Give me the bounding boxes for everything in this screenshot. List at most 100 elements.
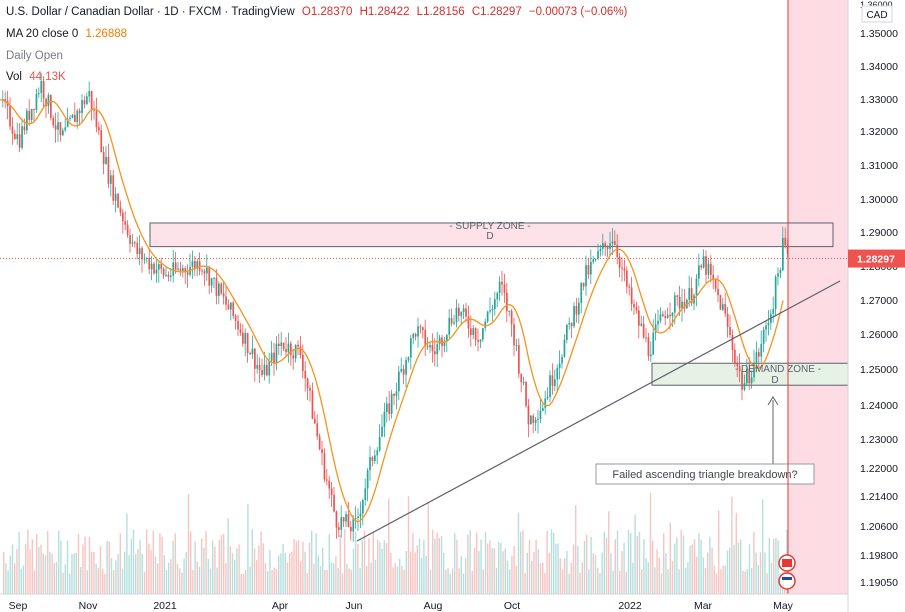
symbol-title[interactable]: U.S. Dollar / Canadian Dollar · 1D · FXC…: [6, 6, 295, 18]
ma20-line: [0, 98, 784, 523]
supply-zone-label: - SUPPLY ZONE -: [449, 221, 530, 232]
volume-bar: [440, 536, 443, 594]
volume-bar: [330, 562, 333, 594]
volume-bar: [575, 505, 577, 594]
volume-bar: [669, 523, 671, 594]
candle-body: [311, 390, 314, 419]
candle-body: [671, 312, 674, 317]
volume-bar: [154, 556, 157, 594]
volume-bar: [691, 544, 693, 594]
candle-body: [525, 382, 527, 406]
candle-body: [239, 329, 242, 333]
ma-row[interactable]: MA 20 close 0 1.26888: [6, 28, 131, 40]
candle-body: [266, 364, 268, 376]
candle-body: [460, 312, 463, 316]
volume-bar: [33, 570, 36, 594]
volume-bar: [185, 551, 187, 594]
volume-bar: [623, 542, 625, 594]
demand-zone-tf: D: [771, 375, 778, 386]
candle-body: [707, 263, 710, 275]
price-tick: 1.30000: [860, 194, 898, 206]
volume-bar: [49, 551, 51, 594]
candle-body: [518, 345, 520, 374]
volume-bar: [718, 510, 720, 594]
volume-bar: [315, 533, 317, 594]
candle-body: [220, 283, 223, 294]
candle-body: [237, 320, 239, 330]
volume-bar: [641, 569, 643, 594]
candle-body: [196, 261, 199, 269]
candle-body: [335, 511, 338, 528]
candle-body: [462, 308, 465, 312]
candle-body: [388, 403, 391, 414]
volume-bar: [687, 562, 689, 594]
volume-bar: [359, 568, 361, 594]
candle-body: [662, 314, 664, 317]
candle-body: [688, 288, 691, 300]
volume-bar: [498, 542, 500, 594]
candle-body: [350, 526, 352, 532]
volume-bar: [678, 569, 680, 594]
candle-body: [74, 114, 76, 123]
volume-bar: [64, 564, 66, 594]
candle-body: [489, 310, 491, 312]
volume-bar: [643, 539, 645, 594]
candle-body: [647, 337, 650, 357]
volume-bar: [207, 558, 209, 594]
candle-body: [86, 96, 88, 105]
symbol-row: U.S. Dollar / Canadian Dollar · 1D · FXC…: [6, 6, 631, 18]
volume-bar: [542, 562, 544, 594]
volume-bar: [372, 531, 374, 594]
volume-bar: [524, 573, 526, 594]
candle-body: [323, 453, 326, 480]
volume-bar: [625, 571, 627, 594]
candle-body: [90, 91, 93, 110]
daily-open-row[interactable]: Daily Open: [6, 50, 67, 62]
candle-body: [270, 352, 273, 361]
candle-body: [383, 411, 386, 427]
us-flag-mark: [782, 577, 792, 580]
price-tick: 1.34000: [860, 61, 898, 73]
volume-bar: [172, 540, 174, 594]
candle-body: [563, 339, 566, 357]
volume-bar: [132, 529, 135, 594]
volume-bar: [165, 570, 168, 594]
candle-body: [14, 133, 16, 140]
volume-bar: [319, 566, 322, 594]
candle-body: [734, 349, 736, 364]
candle-body: [582, 282, 585, 287]
volume-bar: [454, 533, 456, 594]
candle-body: [681, 301, 683, 309]
volume-bar: [205, 530, 207, 594]
volume-bar: [121, 568, 124, 594]
candle-body: [321, 449, 323, 453]
volume-bar: [245, 570, 247, 594]
volume-bar: [201, 538, 203, 594]
volume-row[interactable]: Vol 44.13K: [6, 71, 70, 83]
candle-body: [508, 310, 511, 312]
candle-body: [306, 378, 309, 388]
candle-body: [626, 270, 628, 287]
volume-bar: [58, 530, 60, 594]
volume-bar: [553, 532, 555, 594]
volume-bar: [262, 543, 264, 594]
volume-bar: [260, 531, 262, 594]
candle-body: [633, 304, 635, 308]
volume-bar: [220, 535, 223, 594]
volume-bar: [731, 496, 733, 594]
candle-body: [290, 343, 292, 356]
volume-bar: [605, 537, 608, 594]
candle-body: [167, 274, 170, 277]
candle-body: [479, 339, 482, 342]
candle-body: [746, 368, 748, 384]
volume-bar: [53, 563, 55, 594]
volume-bar: [27, 529, 29, 594]
volume-bar: [139, 540, 141, 594]
candle-body: [294, 344, 297, 359]
candle-body: [683, 301, 686, 309]
candle-body: [729, 326, 731, 335]
callout-box: [595, 463, 815, 485]
volume-bar: [77, 533, 80, 594]
